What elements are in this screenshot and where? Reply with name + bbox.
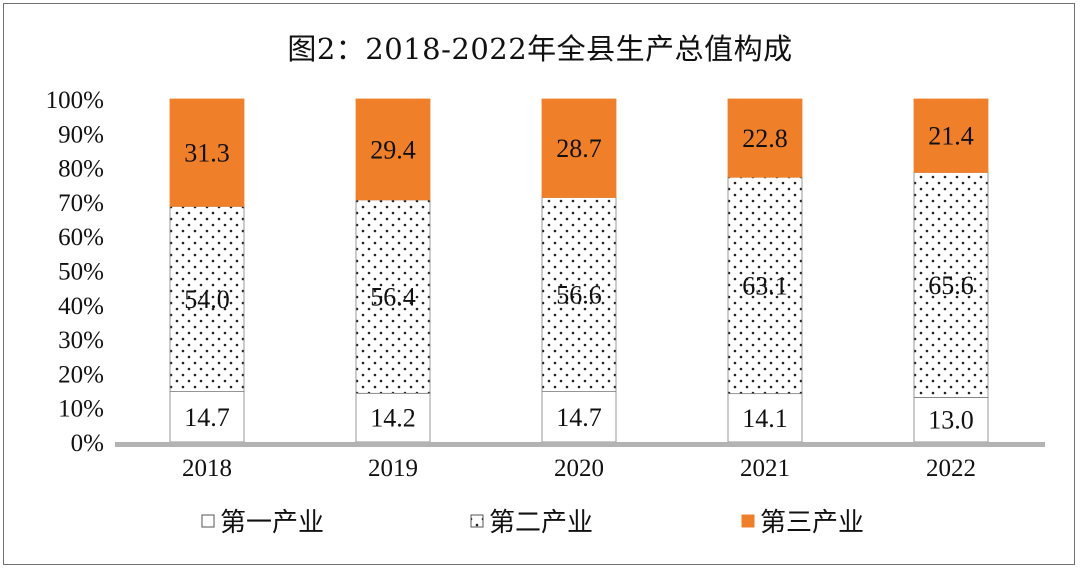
data-label-2021-series1: 14.1	[742, 404, 788, 433]
x-tick-label-2022: 2022	[926, 455, 976, 482]
bar-segment-2022-series3	[913, 98, 989, 173]
x-tick-label-2020: 2020	[554, 455, 604, 482]
x-tick-label-2018: 2018	[182, 455, 232, 482]
bar-segment-2021-series2	[727, 176, 803, 395]
bar-segment-2022-series2	[913, 172, 989, 398]
data-label-2020-series1: 14.7	[556, 403, 602, 432]
data-label-2022-series2: 65.6	[928, 271, 974, 300]
data-label-2019-series2: 56.4	[370, 283, 416, 312]
y-tick-label: 30%	[58, 327, 104, 354]
x-axis-line	[115, 442, 1045, 447]
legend-label-series3: 第三产业	[760, 508, 864, 538]
y-tick-label: 10%	[58, 396, 104, 423]
data-label-2019-series3: 29.4	[370, 135, 416, 164]
data-label-2018-series3: 31.3	[184, 139, 230, 168]
bar-segment-2019-series2	[355, 199, 431, 394]
legend-label-series2: 第二产业	[489, 508, 593, 538]
legend-swatch-series3	[741, 514, 755, 528]
legend-label-series1: 第一产业	[220, 508, 324, 538]
bar-segment-2022-series1	[913, 397, 989, 443]
y-tick-label: 40%	[58, 293, 104, 320]
bar-segment-2020-series2	[541, 197, 617, 392]
data-label-2022-series3: 21.4	[928, 122, 974, 151]
x-tick-label-2021: 2021	[740, 455, 790, 482]
bar-segment-2018-series3	[169, 98, 245, 207]
data-label-2019-series1: 14.2	[370, 404, 416, 433]
data-label-2022-series1: 13.0	[928, 406, 974, 435]
legend-swatch-series1	[201, 514, 215, 528]
bar-segment-2021-series3	[727, 98, 803, 178]
x-tick-label-2019: 2019	[368, 455, 418, 482]
y-tick-label: 80%	[58, 156, 104, 183]
y-tick-label: 20%	[58, 361, 104, 388]
data-label-2018-series1: 14.7	[184, 403, 230, 432]
bar-segment-2019-series3	[355, 98, 431, 201]
bar-segment-2018-series2	[169, 205, 245, 392]
y-tick-label: 50%	[58, 259, 104, 286]
y-tick-label: 60%	[58, 224, 104, 251]
data-label-2018-series2: 54.0	[184, 285, 230, 314]
bar-segment-2020-series3	[541, 98, 617, 198]
data-label-2021-series2: 63.1	[742, 271, 788, 300]
chart-title: 图2：2018-2022年全县生产总值构成	[287, 32, 793, 66]
y-tick-label: 100%	[46, 87, 104, 114]
y-tick-label: 0%	[71, 430, 104, 457]
legend-swatch-series2	[470, 514, 484, 528]
y-tick-label: 70%	[58, 190, 104, 217]
data-label-2021-series3: 22.8	[742, 124, 788, 153]
data-label-2020-series2: 56.6	[556, 281, 602, 310]
bar-segment-2020-series1	[541, 391, 617, 443]
y-tick-label: 90%	[58, 121, 104, 148]
data-label-2020-series3: 28.7	[556, 134, 602, 163]
